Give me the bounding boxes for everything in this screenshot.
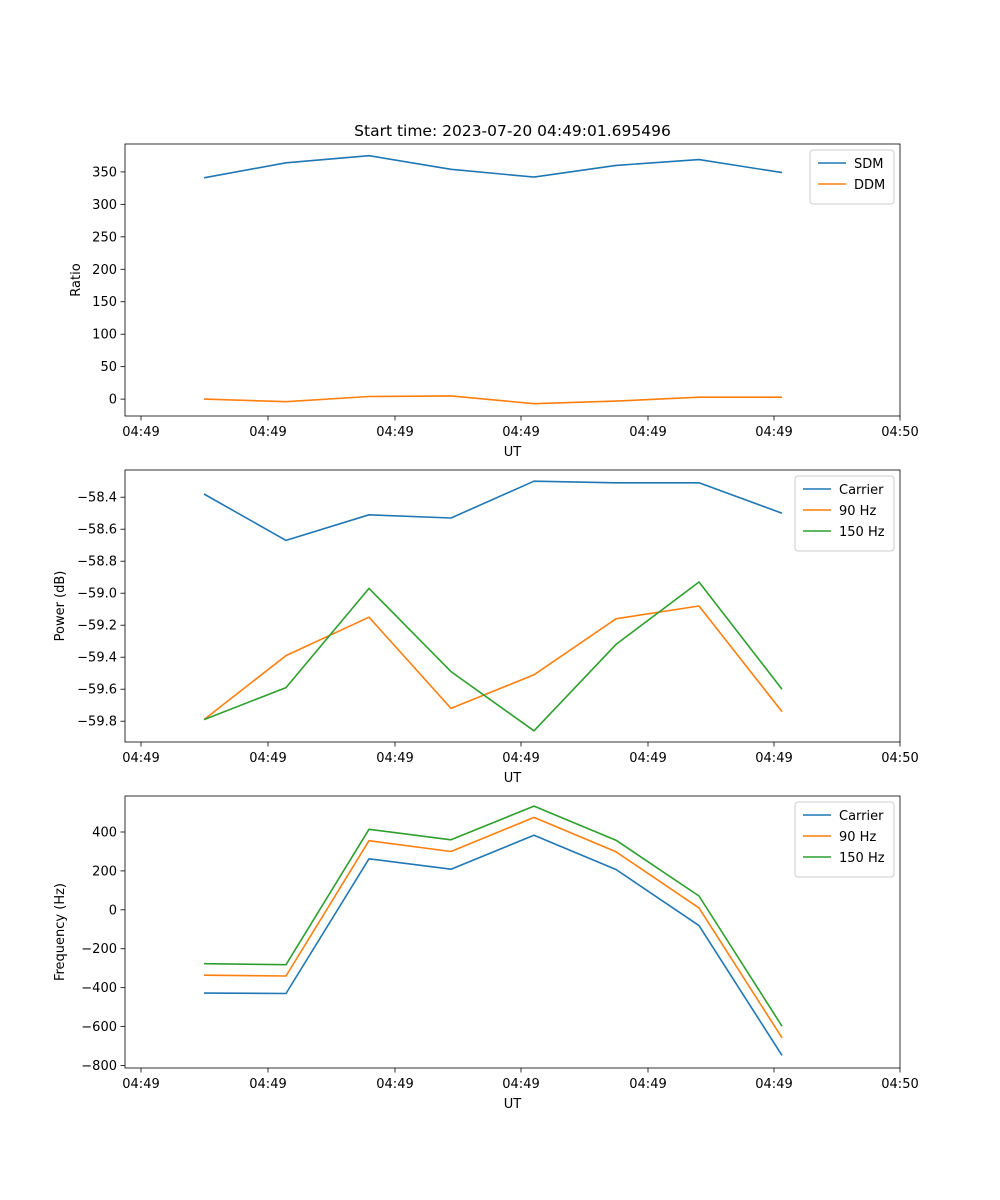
y-tick-label: −400 bbox=[81, 981, 117, 996]
x-tick-label: 04:49 bbox=[376, 1077, 413, 1092]
series-line-90-hz bbox=[203, 816, 783, 1039]
legend-label: 150 Hz bbox=[839, 851, 885, 866]
y-tick-label: 0 bbox=[109, 393, 117, 408]
x-tick-label: 04:50 bbox=[881, 1077, 918, 1092]
y-tick-label: 200 bbox=[92, 864, 117, 879]
x-tick-label: 04:49 bbox=[122, 1077, 159, 1092]
legend-label: 90 Hz bbox=[839, 830, 876, 845]
axes-frame bbox=[124, 795, 901, 1069]
y-tick-label: −59.8 bbox=[77, 715, 117, 730]
axes-frame bbox=[124, 143, 901, 417]
series-line-150-hz bbox=[203, 805, 783, 1027]
y-tick-label: 400 bbox=[92, 825, 117, 840]
x-tick-label: 04:49 bbox=[122, 751, 159, 766]
panels: 04:49 04:49 04:49 04:49 04:49 04:49 04:50 UT 0 50… bbox=[53, 143, 919, 1112]
y-tick-label: −59.4 bbox=[77, 651, 117, 666]
y-tick-label: −59.6 bbox=[77, 683, 117, 698]
x-tick-label: 04:49 bbox=[629, 425, 666, 440]
y-tick-label: −58.8 bbox=[77, 555, 117, 570]
series-line-sdm bbox=[203, 154, 783, 179]
legend-label: Carrier bbox=[839, 809, 884, 824]
x-tick-label: 04:49 bbox=[249, 1077, 286, 1092]
x-tick-label: 04:49 bbox=[502, 751, 539, 766]
panel-3: 04:49 04:49 04:49 04:49 04:49 04:49 04:50 UT 400… bbox=[53, 795, 919, 1112]
series-line-carrier bbox=[203, 834, 783, 1056]
y-tick-label: 200 bbox=[92, 263, 117, 278]
legend-label: Carrier bbox=[839, 483, 884, 498]
x-tick-label: 04:49 bbox=[249, 425, 286, 440]
series-line-ddm bbox=[203, 395, 782, 405]
y-tick-label: 300 bbox=[92, 198, 117, 213]
y-axis-label: Frequency (Hz) bbox=[53, 883, 68, 981]
y-tick-label: −58.6 bbox=[77, 523, 117, 538]
legend-label: 90 Hz bbox=[839, 504, 876, 519]
panel-2: 04:49 04:49 04:49 04:49 04:49 04:49 04:50 UT −58… bbox=[53, 469, 919, 786]
x-tick-label: 04:49 bbox=[376, 751, 413, 766]
legend: Carrier 90 Hz 150 Hz bbox=[794, 475, 895, 552]
y-tick-label: 50 bbox=[100, 360, 117, 375]
legend-label: DDM bbox=[854, 178, 885, 193]
y-tick-label: −58.4 bbox=[77, 491, 117, 506]
x-tick-label: 04:49 bbox=[629, 1077, 666, 1092]
x-tick-label: 04:49 bbox=[755, 425, 792, 440]
chart-title: Start time: 2023-07-20 04:49:01.695496 bbox=[354, 122, 671, 140]
legend: SDM DDM bbox=[809, 149, 895, 205]
x-tick-label: 04:50 bbox=[881, 425, 918, 440]
legend-box bbox=[794, 801, 895, 878]
x-axis-label: UT bbox=[504, 445, 522, 460]
series-line-carrier bbox=[203, 480, 783, 542]
y-tick-label: 0 bbox=[109, 903, 117, 918]
x-tick-label: 04:49 bbox=[502, 1077, 539, 1092]
x-tick-label: 04:49 bbox=[249, 751, 286, 766]
series-line-90-hz bbox=[203, 605, 783, 721]
y-tick-label: −59.0 bbox=[77, 587, 117, 602]
y-tick-label: −600 bbox=[81, 1020, 117, 1035]
legend-label: SDM bbox=[854, 157, 883, 172]
x-tick-label: 04:49 bbox=[376, 425, 413, 440]
x-tick-label: 04:49 bbox=[502, 425, 539, 440]
y-tick-label: −800 bbox=[81, 1059, 117, 1074]
y-tick-label: 350 bbox=[92, 165, 117, 180]
x-tick-label: 04:49 bbox=[755, 1077, 792, 1092]
legend: Carrier 90 Hz 150 Hz bbox=[794, 801, 895, 878]
y-tick-label: 250 bbox=[92, 230, 117, 245]
x-tick-label: 04:49 bbox=[122, 425, 159, 440]
y-tick-label: −200 bbox=[81, 942, 117, 957]
axes-frame bbox=[124, 469, 901, 743]
y-axis-label: Ratio bbox=[69, 263, 84, 296]
x-tick-label: 04:49 bbox=[629, 751, 666, 766]
x-axis-label: UT bbox=[504, 771, 522, 786]
y-axis-label: Power (dB) bbox=[53, 571, 68, 642]
legend-box bbox=[794, 475, 895, 552]
legend-label: 150 Hz bbox=[839, 525, 885, 540]
x-tick-label: 04:49 bbox=[755, 751, 792, 766]
series-line-150-hz bbox=[203, 581, 783, 732]
x-axis-label: UT bbox=[504, 1097, 522, 1112]
x-tick-label: 04:50 bbox=[881, 751, 918, 766]
y-tick-label: 150 bbox=[92, 295, 117, 310]
y-tick-label: 100 bbox=[92, 328, 117, 343]
y-tick-label: −59.2 bbox=[77, 619, 117, 634]
panel-1: 04:49 04:49 04:49 04:49 04:49 04:49 04:50 UT 0 50… bbox=[69, 143, 919, 460]
